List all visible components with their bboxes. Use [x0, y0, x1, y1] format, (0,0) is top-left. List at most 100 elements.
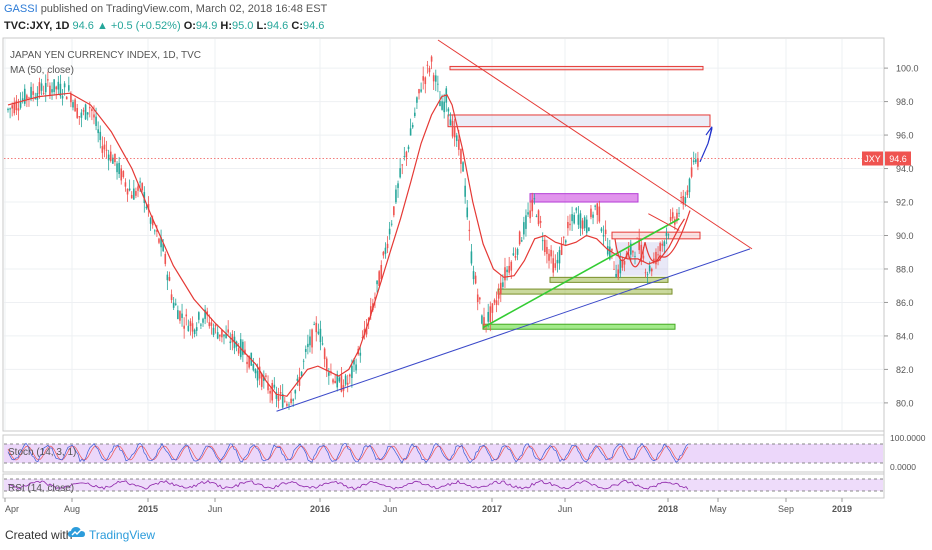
candle-body [388, 228, 391, 235]
candle-body [479, 297, 481, 300]
resistance-zone-90 [611, 231, 701, 240]
candle-body [271, 383, 274, 401]
downtrend-line [437, 39, 753, 250]
candle-body [676, 212, 678, 222]
candle-body [93, 114, 95, 118]
moving-average [7, 92, 686, 397]
open-value: 94.9 [195, 20, 218, 32]
candle-body [208, 322, 211, 327]
candle-body [460, 148, 462, 164]
x-tick-label: 2018 [658, 504, 678, 514]
candle-body [569, 223, 571, 226]
main-pane[interactable] [2, 37, 885, 432]
candle-body [535, 216, 538, 217]
low-value: 94.6 [266, 20, 289, 32]
candle-body [114, 153, 116, 163]
candle-body [191, 323, 194, 332]
candle-body [101, 146, 104, 153]
support-zone-84 [482, 323, 676, 330]
candle-body [585, 219, 588, 233]
stoch-legend: Stoch (14, 3, 1) [8, 447, 76, 458]
x-tick-label: 2017 [482, 504, 502, 514]
candle-body [109, 151, 112, 161]
candle-body [223, 334, 225, 337]
candle-body [663, 241, 666, 247]
candle-body [361, 337, 364, 339]
triangle-edge [648, 213, 680, 231]
candle-body [19, 101, 22, 108]
candle-body [40, 83, 43, 91]
candle-body [298, 376, 301, 386]
candle-body [21, 98, 24, 101]
publish-info: published on TradingView.com, March 02, … [40, 3, 328, 15]
candle-body [47, 79, 49, 81]
candle-body [296, 378, 299, 381]
oscillators: 100.0000 0.0000 [4, 433, 926, 492]
candle-body [537, 210, 540, 225]
candle-body [491, 303, 494, 313]
candle-body [323, 348, 326, 360]
candle-body [487, 311, 490, 322]
candle-body [518, 231, 521, 245]
x-tick-label: Sep [778, 504, 794, 514]
candle-body [581, 220, 584, 229]
candle-body [541, 240, 544, 242]
candle-body [179, 311, 181, 321]
candle-body [407, 146, 410, 150]
candle-body [147, 204, 150, 210]
publish-line: GASSI published on TradingView.com, Marc… [4, 3, 327, 15]
candle-body [520, 240, 523, 242]
time-axis: Apr Aug 2015 Jun 2016 Jun 2017 Jun 2018 May Sep 201… [4, 498, 852, 514]
candle-body [112, 157, 114, 164]
candle-body [294, 390, 297, 394]
candle-body [680, 196, 682, 199]
candle-body [319, 328, 322, 343]
candle-body [130, 195, 133, 199]
candle-body [514, 255, 517, 258]
candle-body [426, 64, 429, 66]
candle-body [231, 334, 234, 343]
candle-body [13, 102, 16, 114]
resistance-zone-97 [447, 114, 711, 128]
candle-body [246, 361, 248, 365]
candle-body [334, 380, 336, 384]
candle-body [124, 182, 127, 187]
candle-body [242, 341, 244, 355]
candle-body [151, 218, 154, 226]
candle-body [449, 119, 452, 126]
candle-body [135, 191, 137, 196]
tradingview-cloud-icon[interactable] [68, 525, 86, 541]
candle-body [70, 94, 72, 103]
candle-body [65, 96, 68, 100]
candle-body [32, 91, 34, 95]
candle-body [139, 181, 141, 183]
candle-body [9, 108, 11, 110]
candle-body [187, 325, 190, 332]
candle-body [630, 243, 632, 255]
candle-body [525, 215, 527, 229]
candle-body [472, 271, 475, 280]
chart-title: JAPAN YEN CURRENCY INDEX, 1D, TVC [10, 50, 201, 61]
chart-canvas[interactable]: JXY 94.6 100.0 98.0 96.0 94.0 92.0 90.0 88.0 86.… [0, 0, 932, 521]
candle-body [424, 77, 427, 85]
candle-body [588, 227, 590, 231]
candle-body [57, 81, 60, 90]
y-tick-label: 92.0 [896, 198, 914, 208]
candle-body [258, 366, 261, 379]
candle-body [380, 264, 383, 280]
stoch-tick-low: 0.0000 [890, 462, 916, 472]
tradingview-brand[interactable]: TradingView [89, 528, 156, 542]
candle-body [441, 101, 443, 110]
candle-body [328, 372, 330, 376]
candle-body [126, 188, 129, 195]
candle-body [120, 168, 123, 181]
candle-body [367, 318, 370, 322]
candle-body [422, 76, 424, 81]
candle-body [82, 110, 85, 112]
rsi-band [4, 479, 883, 491]
author-link[interactable]: GASSI [4, 3, 38, 15]
stoch-pane[interactable] [2, 434, 885, 473]
rsi-legend: RSI (14, close) [8, 483, 74, 494]
candle-body [281, 393, 284, 408]
y-tick-label: 80.0 [896, 398, 914, 408]
